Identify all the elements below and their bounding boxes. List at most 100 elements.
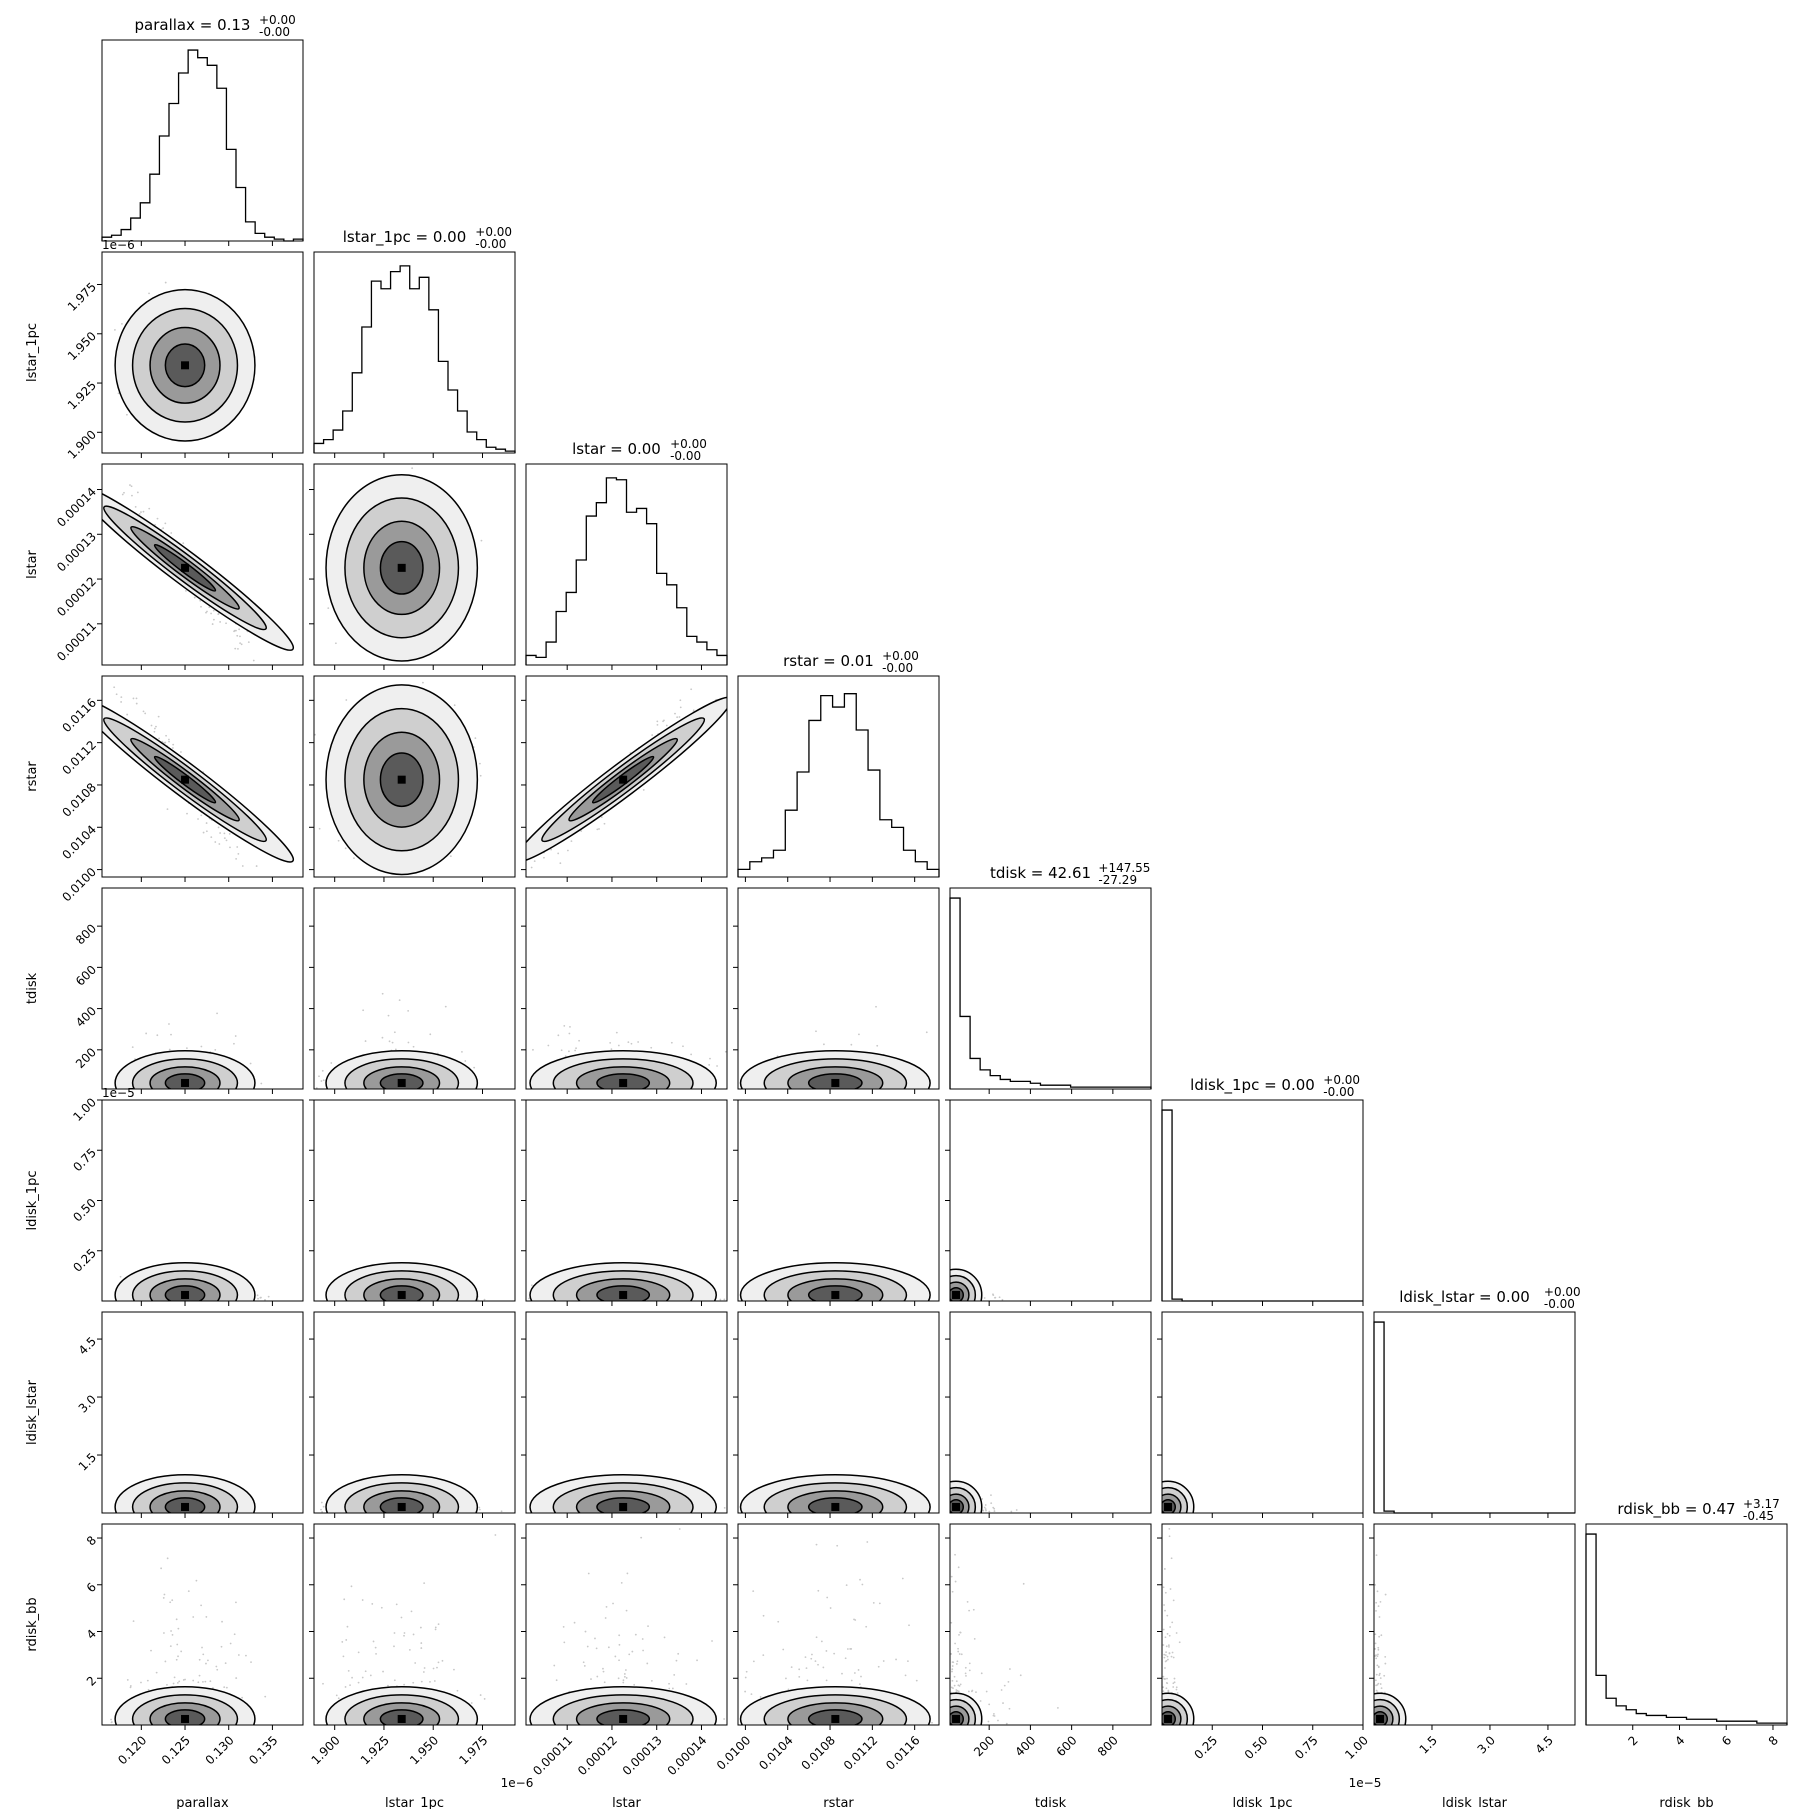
sample-point	[665, 724, 668, 727]
sample-point	[964, 1666, 967, 1669]
axes-frame	[1161, 1523, 1364, 1726]
sample-point	[235, 1677, 238, 1679]
sample-point	[674, 712, 676, 715]
sample-point	[343, 1598, 346, 1601]
sample-point	[1166, 1614, 1169, 1617]
sample-point	[407, 1041, 410, 1044]
sample-point	[1379, 1600, 1382, 1603]
sample-point	[131, 494, 133, 497]
density-contours	[325, 1474, 479, 1513]
peak-density-cell	[952, 1502, 961, 1511]
sample-point	[709, 1057, 711, 1060]
sample-point	[437, 1623, 440, 1626]
sample-point	[968, 1662, 971, 1665]
sample-point	[212, 609, 215, 612]
title-upper-error: +0.00	[882, 649, 919, 663]
sample-point	[1162, 1675, 1165, 1678]
sample-point	[1375, 1609, 1377, 1612]
sample-point	[953, 1675, 956, 1678]
sample-point	[147, 1688, 150, 1691]
sample-point	[233, 629, 236, 632]
x-tick-label: 3.0	[1475, 1733, 1498, 1756]
panel-tdisk-lstar	[521, 887, 728, 1094]
sample-point	[872, 1601, 875, 1604]
sample-point	[1163, 1656, 1166, 1659]
sample-point	[826, 1596, 829, 1599]
sample-point	[954, 1553, 956, 1556]
sample-point	[193, 596, 196, 599]
sample-point	[1167, 1658, 1169, 1661]
sample-point	[177, 1655, 179, 1658]
x-tick-label: 0.130	[203, 1733, 237, 1767]
sample-point	[958, 1653, 961, 1655]
sample-point	[235, 1601, 237, 1604]
y-tick-label: 0.0108	[59, 780, 99, 820]
sample-point	[950, 1575, 953, 1578]
sample-point	[255, 865, 258, 867]
sample-point	[185, 589, 187, 592]
sample-point	[441, 1659, 444, 1662]
y-axis-offset: 1e−5	[102, 1086, 135, 1100]
y-tick-label: 1.925	[65, 378, 99, 412]
sample-point	[372, 1640, 375, 1643]
sample-point	[387, 1684, 389, 1687]
sample-point	[234, 647, 237, 650]
sample-point	[1384, 1662, 1387, 1665]
sample-point	[563, 1024, 566, 1027]
panel-parallax-parallax: parallax = 0.13 +0.00-0.00	[101, 13, 304, 246]
sample-point	[1379, 1677, 1382, 1680]
sample-point	[169, 1601, 172, 1604]
axes-frame	[949, 1099, 1152, 1302]
sample-point	[252, 659, 255, 662]
sample-point	[845, 1584, 848, 1587]
sample-point	[973, 1637, 976, 1640]
sample-point	[236, 634, 239, 637]
peak-density-cell	[181, 1502, 190, 1511]
sample-point	[993, 1507, 996, 1510]
sample-point	[423, 1582, 426, 1585]
sample-point	[202, 1653, 205, 1656]
y-tick-label: 1.900	[65, 428, 99, 462]
sample-point	[956, 1660, 959, 1663]
sample-point	[214, 841, 217, 843]
y-axis-label: tdisk	[25, 972, 40, 1004]
sample-point	[622, 1681, 625, 1684]
sample-point	[716, 1065, 718, 1067]
sample-point	[381, 1036, 384, 1039]
sample-point	[679, 706, 682, 709]
sample-point	[160, 1567, 163, 1570]
sample-point	[212, 618, 215, 621]
sample-point	[623, 1673, 626, 1675]
y-tick-label: 2	[84, 1673, 99, 1688]
sample-point	[434, 1626, 437, 1629]
sample-point	[170, 1630, 172, 1632]
sample-point	[434, 1628, 437, 1631]
sample-point	[951, 1668, 954, 1671]
sample-point	[407, 1009, 410, 1012]
sample-point	[744, 1676, 747, 1679]
axes-frame	[313, 463, 516, 666]
sample-point	[175, 1658, 178, 1661]
density-contours	[950, 1692, 983, 1725]
sample-point	[393, 1632, 396, 1634]
sample-point	[146, 1679, 149, 1682]
sample-point	[134, 505, 137, 508]
sample-point	[630, 1042, 633, 1045]
sample-point	[878, 1602, 881, 1605]
sample-point	[478, 1506, 481, 1509]
sample-point	[806, 1679, 809, 1682]
sample-point	[612, 1602, 614, 1605]
sample-point	[223, 837, 226, 840]
sample-point	[337, 1697, 340, 1700]
panel-ldisk_1pc-lstar	[521, 1099, 728, 1306]
peak-density-cell	[619, 1290, 628, 1299]
sample-point	[334, 642, 337, 645]
sample-point	[210, 836, 213, 839]
sample-point	[966, 1600, 969, 1603]
x-tick-label: 0.75	[1292, 1733, 1321, 1762]
sample-point	[678, 716, 681, 718]
sample-point	[361, 1676, 364, 1679]
sample-point	[206, 610, 208, 613]
axes-frame	[1161, 1311, 1364, 1514]
sample-point	[351, 1676, 353, 1679]
